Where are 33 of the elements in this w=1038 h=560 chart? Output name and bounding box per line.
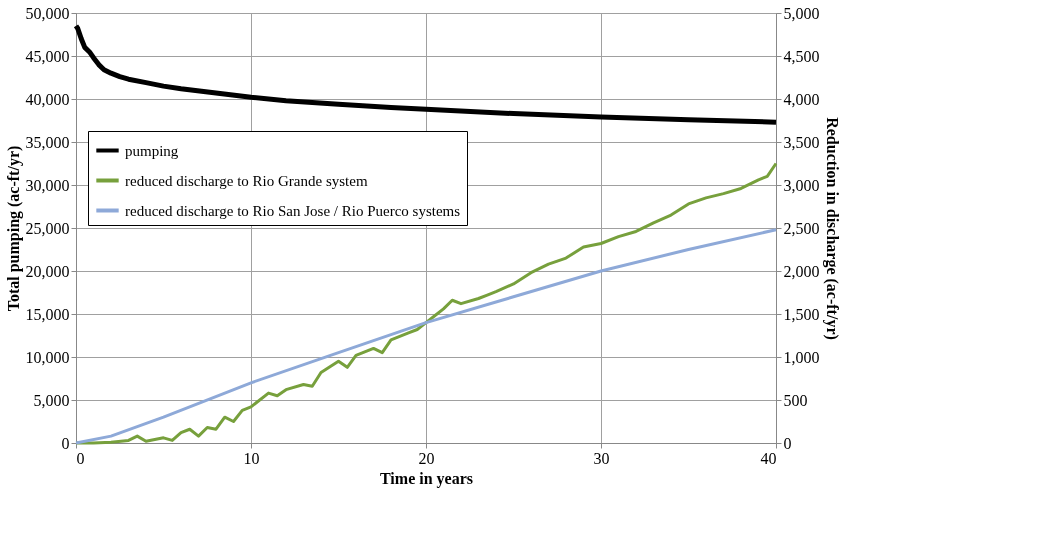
y2-tick-label: 3,500 — [783, 133, 820, 151]
y-tick-label: 30,000 — [25, 176, 70, 194]
y2-axis-title: Reduction in discharge (ac-ft/yr) — [822, 117, 841, 340]
y2-tick-label: 2,000 — [783, 262, 820, 280]
x-tick-label: 20 — [418, 449, 435, 467]
y-tick-label: 25,000 — [25, 219, 70, 237]
y2-tick-label: 4,500 — [783, 47, 820, 65]
y-tick-label: 50,000 — [25, 4, 70, 22]
y2-tick-label: 5,000 — [783, 4, 820, 22]
x-tick-label: 30 — [593, 449, 610, 467]
y-tick-label: 5,000 — [33, 391, 70, 409]
y-tick-label: 15,000 — [25, 305, 70, 323]
y-axis-title: Total pumping (ac-ft/yr) — [4, 145, 23, 312]
y-tick-label: 0 — [61, 434, 70, 452]
x-tick-label: 0 — [76, 449, 85, 467]
y2-tick-label: 2,500 — [783, 219, 820, 237]
legend-label: reduced discharge to Rio Grande system — [125, 172, 368, 189]
y2-tick-label: 4,000 — [783, 90, 820, 108]
y2-tick-label: 1,000 — [783, 348, 820, 366]
x-tick-label: 40 — [760, 449, 777, 467]
y-tick-label: 40,000 — [25, 90, 70, 108]
y-tick-label: 10,000 — [25, 348, 70, 366]
y2-tick-label: 0 — [783, 434, 792, 452]
y2-tick-label: 3,000 — [783, 176, 820, 194]
y2-tick-label: 500 — [783, 391, 808, 409]
y-tick-label: 45,000 — [25, 47, 70, 65]
legend-label: reduced discharge to Rio San Jose / Rio Puerco systems — [125, 202, 461, 219]
y2-tick-label: 1,500 — [783, 305, 820, 323]
y-tick-label: 35,000 — [25, 133, 70, 151]
x-axis-title: Time in years — [379, 469, 474, 488]
y-tick-label: 20,000 — [25, 262, 70, 280]
x-tick-label: 10 — [243, 449, 260, 467]
legend-label: pumping — [125, 142, 179, 159]
